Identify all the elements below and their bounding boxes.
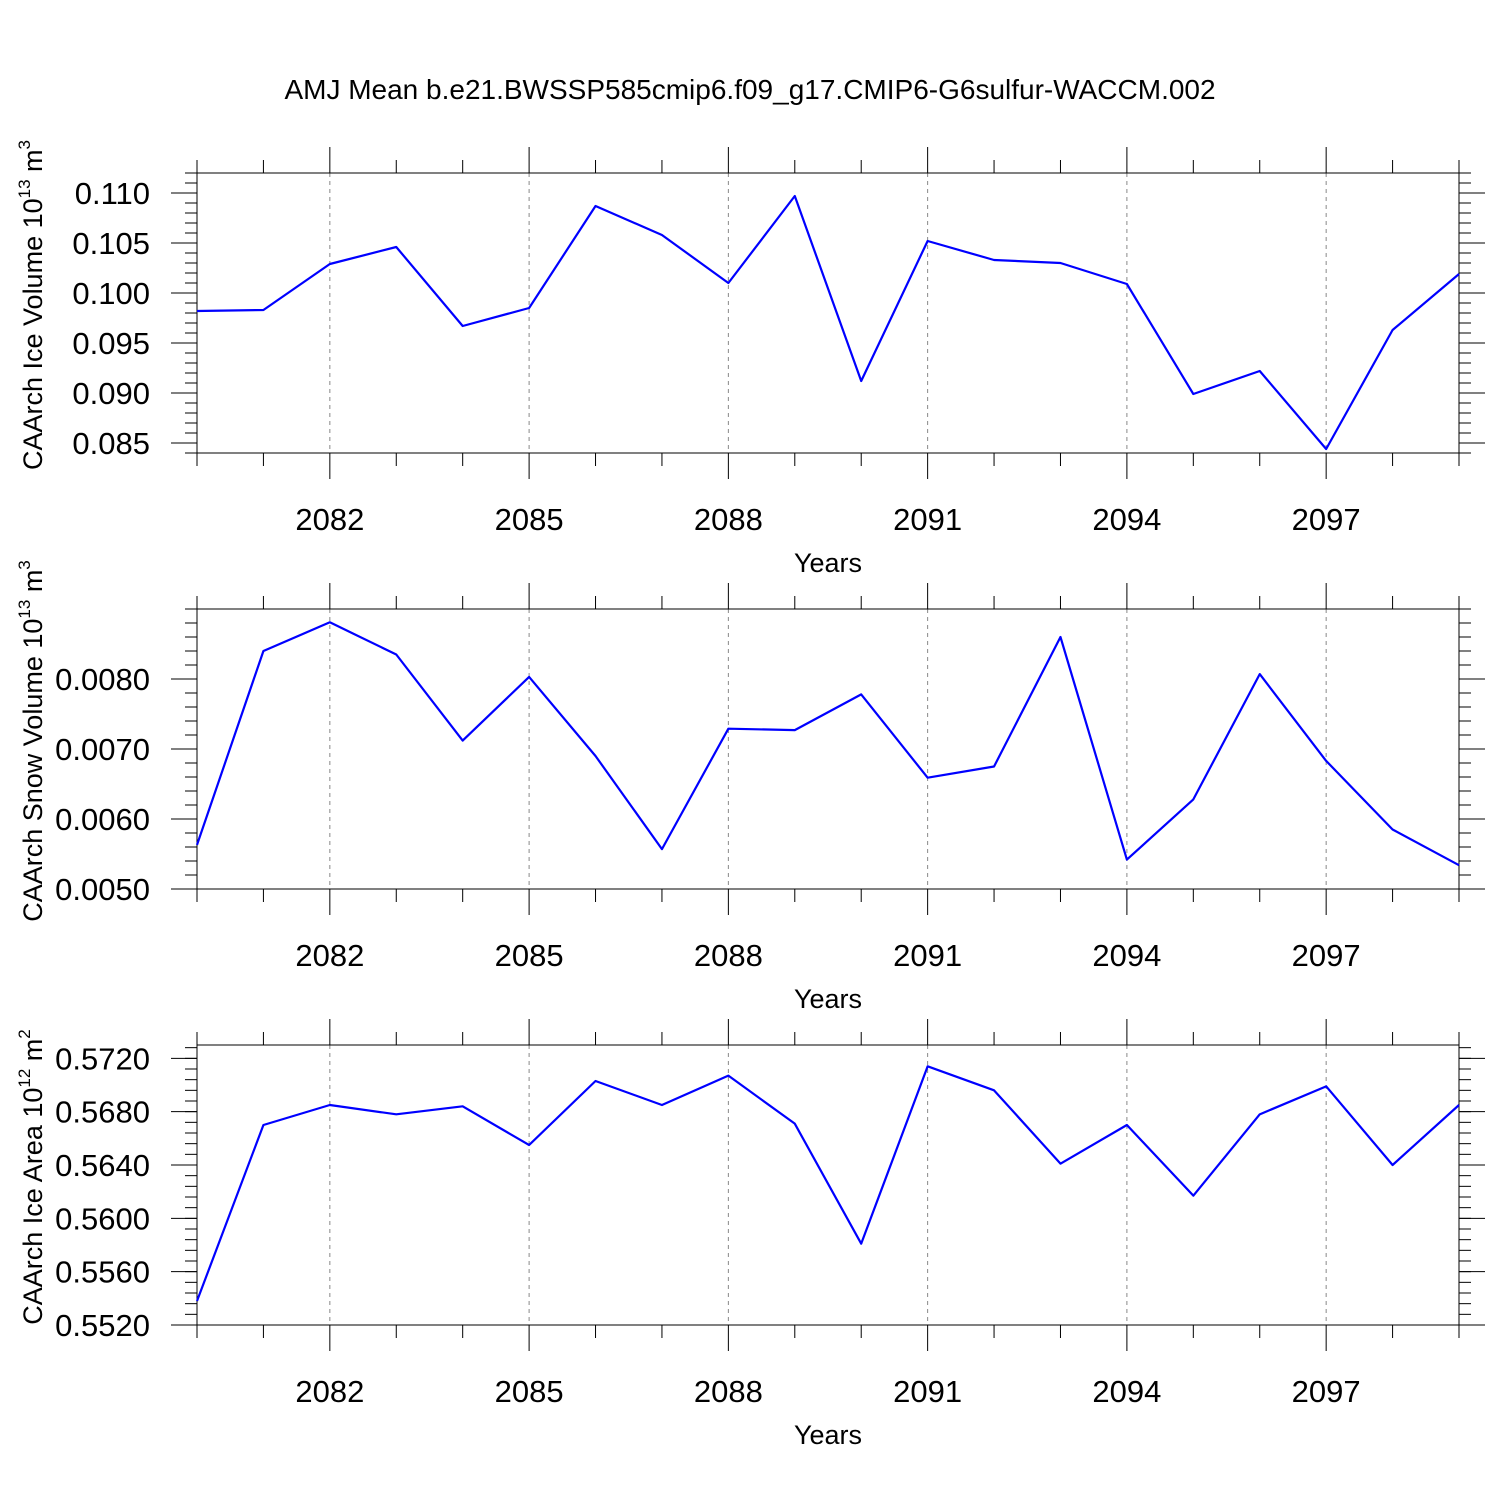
y-tick-label: 0.5520 [55, 1308, 150, 1343]
series-line [195, 1065, 1460, 1302]
y-axis-label: CAArch Ice Volume 1013 m3 [15, 140, 48, 470]
x-tick-label: 2088 [694, 502, 763, 537]
x-axis-label: Years [794, 1420, 862, 1450]
x-tick-label: 2085 [495, 502, 564, 537]
x-tick-label: 2097 [1292, 1374, 1361, 1409]
x-tick-label: 2082 [295, 502, 364, 537]
y-tick-label: 0.5560 [55, 1255, 150, 1290]
panel-3: 0.5520 0.5560 0.5600 0.5640 0.5680 0.5720 2082… [15, 1019, 1485, 1450]
x-tick-label: 2097 [1292, 502, 1361, 537]
x-tick-label: 2091 [893, 502, 962, 537]
panels: 0.085 0.090 0.095 0.100 0.105 0.110 2082 2085 20… [15, 140, 1485, 1450]
x-tick-label: 2088 [694, 1374, 763, 1409]
y-axis-label: CAArch Snow Volume 1013 m3 [15, 560, 48, 922]
x-tick-label: 2091 [893, 938, 962, 973]
series-line [195, 621, 1460, 867]
y-tick-label: 0.110 [75, 176, 150, 211]
x-tick-label: 2091 [893, 1374, 962, 1409]
y-tick-label: 0.095 [72, 326, 150, 361]
y-tick-label: 0.085 [72, 426, 150, 461]
series-line [196, 194, 1460, 451]
panel-1: 0.085 0.090 0.095 0.100 0.105 0.110 2082 2085 20… [15, 140, 1485, 578]
x-axis-label: Years [794, 984, 862, 1014]
y-tick-label: 0.0050 [55, 872, 150, 907]
y-tick-label: 0.105 [72, 226, 150, 261]
y-tick-label: 0.090 [72, 376, 150, 411]
y-tick-label: 0.0060 [55, 802, 150, 837]
plot-frame [196, 1044, 1460, 1326]
y-axis-label: CAArch Ice Area 1012 m2 [15, 1029, 48, 1325]
x-tick-label: 2097 [1292, 938, 1361, 973]
x-tick-label: 2094 [1092, 938, 1161, 973]
x-tick-label: 2082 [295, 1374, 364, 1409]
y-tick-label: 0.5600 [55, 1201, 150, 1236]
figure-title: AMJ Mean b.e21.BWSSP585cmip6.f09_g17.CMI… [284, 74, 1215, 105]
y-tick-label: 0.5680 [55, 1095, 150, 1130]
y-tick-label: 0.5720 [55, 1041, 150, 1076]
plot-frame [196, 172, 1460, 454]
y-tick-label: 0.100 [72, 276, 150, 311]
y-tick-label: 0.0080 [55, 662, 150, 697]
x-axis-label: Years [794, 548, 862, 578]
panel-2: 0.0050 0.0060 0.0070 0.0080 2082 2085 2088 2091… [15, 560, 1485, 1014]
x-tick-label: 2085 [495, 938, 564, 973]
x-tick-label: 2094 [1092, 1374, 1161, 1409]
x-tick-label: 2094 [1092, 502, 1161, 537]
y-tick-label: 0.0070 [55, 732, 150, 767]
x-tick-label: 2088 [694, 938, 763, 973]
x-tick-label: 2082 [295, 938, 364, 973]
x-tick-label: 2085 [495, 1374, 564, 1409]
plot-frame [196, 608, 1460, 890]
y-tick-label: 0.5640 [55, 1148, 150, 1183]
